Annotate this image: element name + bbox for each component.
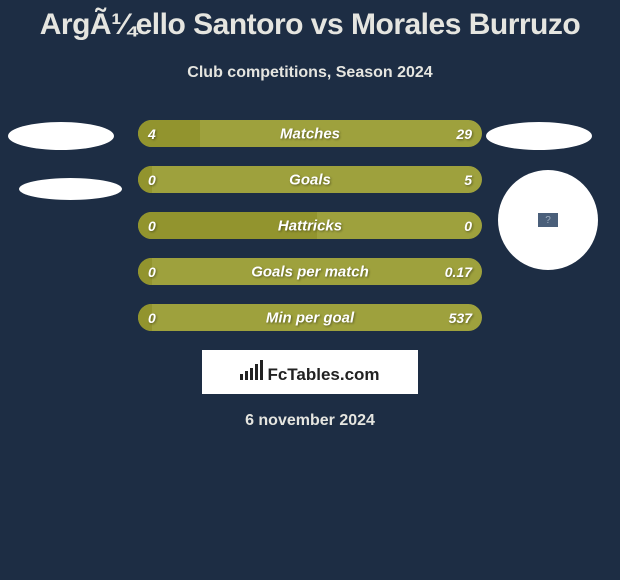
stat-row: 0 Goals per match 0.17 — [0, 258, 620, 285]
stat-value-left: 0 — [148, 172, 156, 188]
date-label: 6 november 2024 — [0, 412, 620, 430]
stat-row: 0 Hattricks 0 — [0, 212, 620, 239]
stat-value-right: 29 — [456, 126, 472, 142]
stat-row: 0 Min per goal 537 — [0, 304, 620, 331]
stat-value-left: 0 — [148, 264, 156, 280]
stat-label: Hattricks — [278, 217, 342, 234]
stat-value-right: 5 — [464, 172, 472, 188]
stat-bar-min-per-goal: 0 Min per goal 537 — [138, 304, 482, 331]
brand-box[interactable]: FcTables.com — [202, 350, 418, 394]
stat-value-right: 0.17 — [445, 264, 472, 280]
stat-row: 0 Goals 5 — [0, 166, 620, 193]
stat-bar-goals-per-match: 0 Goals per match 0.17 — [138, 258, 482, 285]
stat-value-left: 0 — [148, 310, 156, 326]
brand-text: FcTables.com — [267, 365, 379, 385]
brand-logo: FcTables.com — [240, 360, 379, 385]
stat-label: Goals — [289, 171, 331, 188]
stat-row: 4 Matches 29 — [0, 120, 620, 147]
page-subtitle: Club competitions, Season 2024 — [0, 64, 620, 82]
stat-label: Min per goal — [266, 309, 354, 326]
stat-label: Goals per match — [251, 263, 369, 280]
stats-container: 4 Matches 29 0 Goals 5 0 Hattricks 0 0 G… — [0, 120, 620, 331]
stat-value-right: 0 — [464, 218, 472, 234]
stat-bar-goals: 0 Goals 5 — [138, 166, 482, 193]
stat-label: Matches — [280, 125, 340, 142]
stat-value-right: 537 — [449, 310, 472, 326]
stat-value-left: 0 — [148, 218, 156, 234]
stat-bar-matches: 4 Matches 29 — [138, 120, 482, 147]
page-title: ArgÃ¼ello Santoro vs Morales Burruzo — [0, 0, 620, 42]
stat-bar-hattricks: 0 Hattricks 0 — [138, 212, 482, 239]
brand-bars-icon — [240, 360, 263, 380]
stat-value-left: 4 — [148, 126, 156, 142]
